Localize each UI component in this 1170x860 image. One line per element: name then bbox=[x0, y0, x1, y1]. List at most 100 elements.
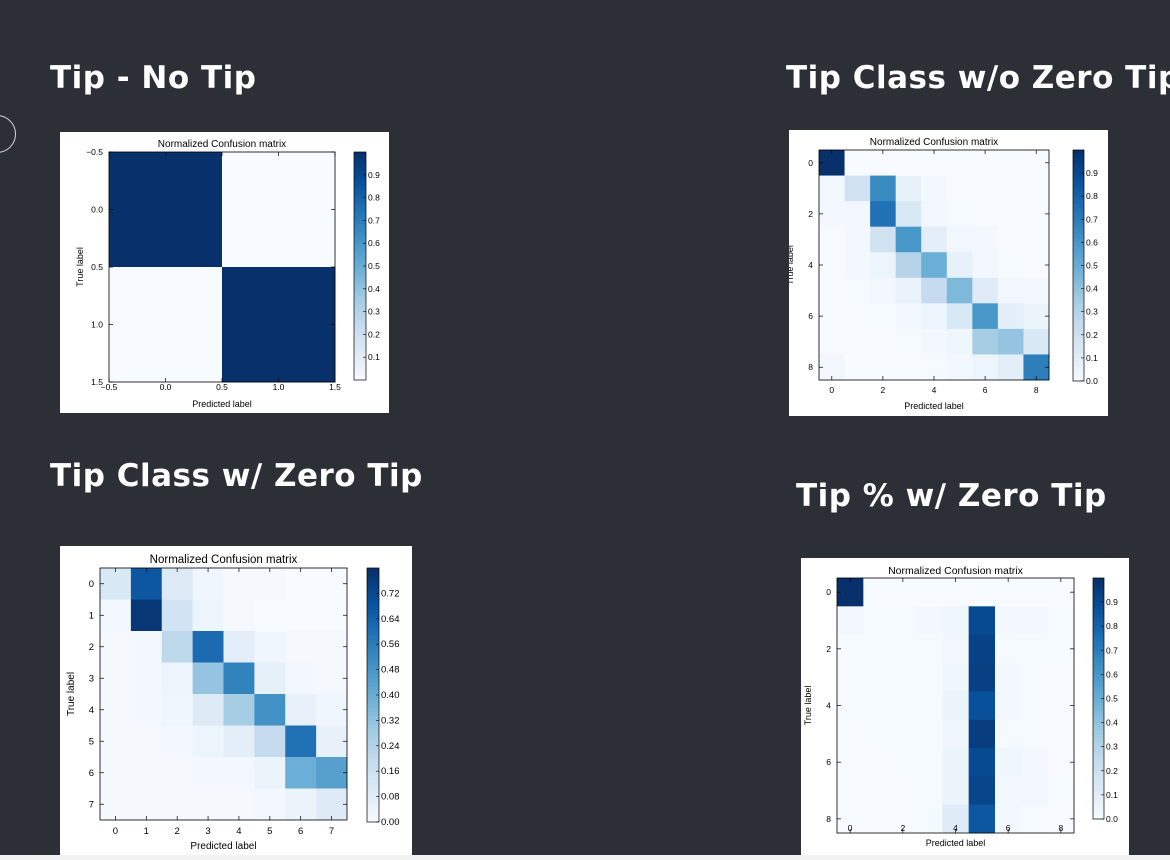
y-axis-label: True label bbox=[75, 247, 85, 287]
colorbar-segment bbox=[1093, 626, 1104, 631]
colorbar-segment bbox=[354, 235, 366, 240]
matrix-cell bbox=[921, 150, 948, 176]
matrix-cell bbox=[1021, 804, 1049, 834]
matrix-cell bbox=[223, 694, 255, 726]
x-tick-label: 1.0 bbox=[273, 382, 285, 392]
matrix-cell bbox=[130, 725, 163, 758]
matrix-cell bbox=[192, 662, 224, 695]
matrix-cell bbox=[889, 691, 917, 721]
colorbar-segment bbox=[1073, 257, 1084, 263]
matrix-cell bbox=[889, 776, 917, 806]
colorbar-tick-label: 0.1 bbox=[1086, 353, 1098, 363]
colorbar-segment bbox=[1073, 327, 1084, 332]
matrix-cell bbox=[972, 201, 999, 228]
y-tick-label: 0 bbox=[826, 587, 831, 597]
colorbar-segment bbox=[367, 754, 379, 760]
matrix-cell bbox=[942, 634, 970, 664]
matrix-cell bbox=[1047, 634, 1075, 664]
confusion-matrix-panel-3: Normalized Confusion matrix 0 1 2 3 4 5 6 7 0 1 2 3 4… bbox=[60, 546, 412, 856]
colorbar-segment bbox=[1073, 280, 1084, 286]
matrix-cell bbox=[130, 757, 163, 789]
colorbar-segment bbox=[354, 311, 366, 316]
colorbar-tick-label: 0.08 bbox=[381, 792, 400, 803]
matrix-cell bbox=[1047, 748, 1075, 777]
y-axis-label: True label bbox=[803, 686, 813, 726]
colorbar-segment bbox=[367, 703, 379, 709]
colorbar-segment bbox=[367, 745, 379, 751]
matrix-cell bbox=[946, 277, 973, 304]
matrix-cell bbox=[223, 757, 255, 789]
colorbar-segment bbox=[1073, 319, 1084, 324]
y-tick-label: 2 bbox=[808, 209, 813, 219]
y-axis-label: True label bbox=[66, 672, 77, 716]
matrix-cell bbox=[285, 694, 317, 726]
matrix-cell bbox=[254, 662, 286, 695]
slide-nav-circle[interactable] bbox=[0, 115, 16, 153]
x-tick-label: 2 bbox=[881, 385, 886, 395]
chart-title: Normalized Confusion matrix bbox=[870, 137, 998, 148]
matrix-cell bbox=[889, 748, 917, 777]
matrix-cell bbox=[223, 788, 255, 821]
colorbar-segment bbox=[1093, 778, 1104, 784]
colorbar-segment bbox=[354, 266, 366, 271]
matrix-cell bbox=[254, 631, 286, 663]
y-tick-label: 4 bbox=[808, 260, 813, 270]
matrix-cell bbox=[223, 725, 255, 758]
colorbar-tick-label: 0.3 bbox=[1086, 307, 1098, 317]
matrix-cell bbox=[1047, 663, 1075, 692]
colorbar-segment bbox=[1093, 646, 1104, 651]
colorbar-segment bbox=[1073, 176, 1084, 182]
colorbar-segment bbox=[354, 326, 366, 332]
matrix-cell bbox=[942, 776, 970, 806]
matrix-cell bbox=[316, 568, 348, 600]
matrix-cell bbox=[844, 150, 871, 176]
colorbar-segment bbox=[1073, 246, 1084, 251]
matrix-cell bbox=[946, 150, 973, 176]
colorbar-tick-label: 0.6 bbox=[1106, 669, 1118, 679]
matrix-cell bbox=[192, 725, 224, 758]
colorbar-segment bbox=[1073, 157, 1084, 163]
matrix-cell bbox=[130, 662, 163, 695]
x-tick-label: 6 bbox=[298, 826, 303, 837]
colorbar-segment bbox=[354, 285, 366, 290]
matrix-cell bbox=[921, 303, 948, 330]
x-axis-label: Predicted label bbox=[926, 838, 986, 848]
matrix-cell bbox=[997, 354, 1024, 381]
colorbar-segment bbox=[1073, 334, 1084, 340]
colorbar-segment bbox=[367, 601, 379, 607]
matrix-cell bbox=[968, 606, 996, 636]
colorbar-segment bbox=[367, 707, 379, 713]
matrix-cell bbox=[889, 719, 917, 749]
colorbar-segment bbox=[367, 720, 379, 726]
matrix-cell bbox=[968, 748, 996, 777]
colorbar-tick-label: 0.00 bbox=[381, 817, 400, 828]
matrix-cell bbox=[972, 328, 999, 355]
y-tick-label: 7 bbox=[89, 799, 94, 810]
colorbar-tick-label: 0.9 bbox=[1086, 168, 1098, 178]
colorbar-segment bbox=[1093, 694, 1104, 700]
colorbar-segment bbox=[367, 635, 379, 641]
matrix-cell bbox=[844, 303, 871, 330]
colorbar-segment bbox=[354, 338, 366, 343]
matrix-cell bbox=[997, 328, 1024, 355]
matrix-cell bbox=[316, 662, 348, 695]
matrix-cell bbox=[844, 328, 871, 355]
matrix-cell bbox=[819, 252, 845, 279]
matrix-cell bbox=[995, 606, 1022, 636]
matrix-cell bbox=[223, 631, 255, 663]
colorbar-segment bbox=[367, 682, 379, 688]
x-tick-label: 4 bbox=[932, 385, 937, 395]
matrix-cell bbox=[837, 719, 864, 749]
matrix-cell bbox=[968, 634, 996, 664]
matrix-cell bbox=[844, 354, 871, 381]
matrix-cell bbox=[192, 631, 224, 663]
colorbar-segment bbox=[1073, 242, 1084, 247]
colorbar-segment bbox=[354, 186, 366, 191]
matrix-cell bbox=[844, 201, 871, 228]
matrix-cell bbox=[895, 175, 922, 202]
matrix-cell bbox=[254, 757, 286, 789]
matrix-cell bbox=[942, 663, 970, 692]
matrix-cell bbox=[192, 788, 224, 821]
colorbar-segment bbox=[1093, 590, 1104, 595]
matrix-cell bbox=[222, 152, 336, 268]
